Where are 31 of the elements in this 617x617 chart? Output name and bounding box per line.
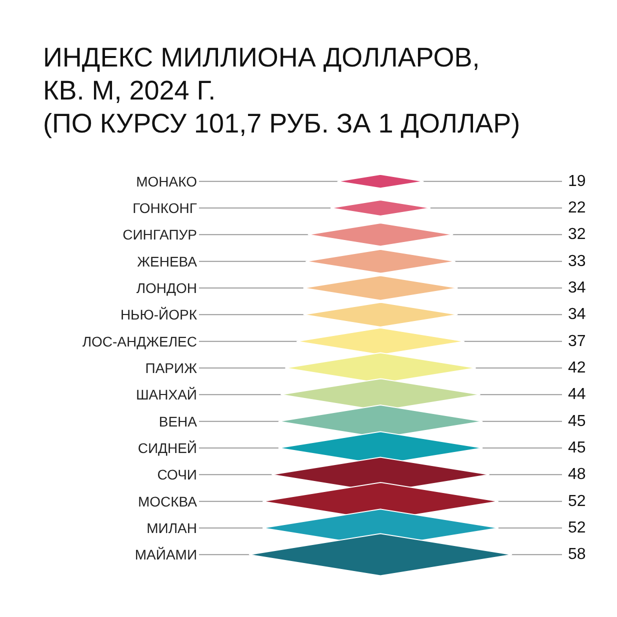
data-label: 45	[568, 412, 586, 430]
data-label: 19	[568, 172, 586, 190]
category-label: НЬЮ-ЙОРК	[120, 306, 198, 323]
category-label: ЛОС-АНДЖЕЛЕС	[82, 333, 197, 350]
category-label: МОНАКО	[136, 173, 198, 190]
data-label: 42	[568, 360, 586, 376]
category-label: ШАНХАЙ	[136, 386, 197, 403]
category-label: ЖЕНЕВА	[137, 253, 198, 270]
data-label: 45	[568, 440, 586, 456]
data-label: 37	[568, 332, 586, 350]
category-label: ВЕНА	[158, 413, 198, 430]
data-label: 58	[568, 546, 586, 564]
data-label: 52	[568, 520, 586, 536]
data-label: 52	[568, 492, 586, 510]
data-label: 34	[568, 306, 586, 324]
category-label: СИНГАПУР	[122, 226, 197, 243]
data-label: 22	[568, 200, 586, 216]
category-label: ЛОНДОН	[136, 280, 197, 296]
category-label: МОСКВА	[138, 493, 198, 510]
data-label: 33	[568, 252, 586, 270]
category-label: МИЛАН	[146, 520, 197, 536]
category-label: СОЧИ	[157, 466, 197, 483]
data-label: 34	[568, 280, 586, 296]
category-label: СИДНЕЙ	[138, 440, 197, 456]
category-label: ГОНКОНГ	[132, 200, 198, 216]
text: ИНДЕКС МИЛЛИОНА ДОЛЛАРОВ, КВ. М, 2024 Г. (ПО КУРСУ 101,7 РУБ. ЗА 1 ДОЛЛАР)	[43, 42, 520, 138]
category-label: ПАРИЖ	[145, 360, 198, 376]
data-label: 32	[568, 226, 586, 244]
data-label: 48	[568, 466, 586, 484]
data-label: 44	[568, 386, 586, 404]
category-label: МАЙАМИ	[134, 546, 197, 563]
